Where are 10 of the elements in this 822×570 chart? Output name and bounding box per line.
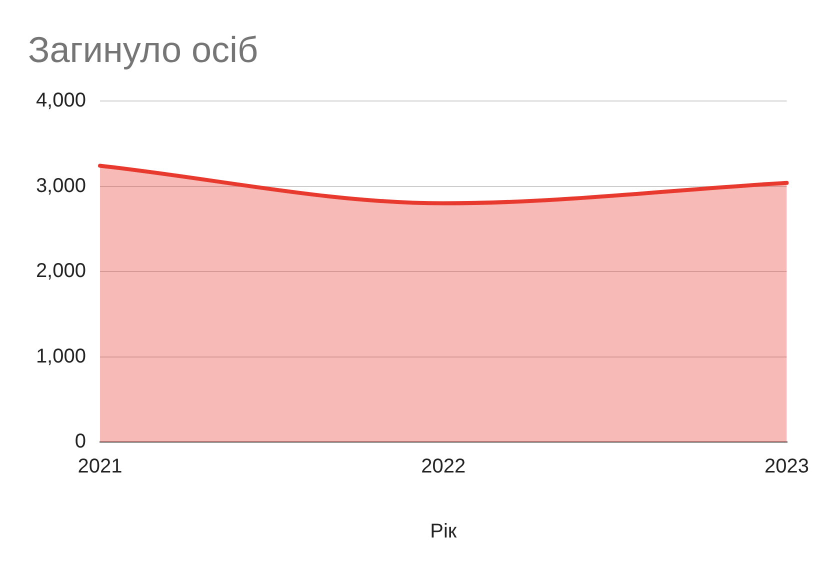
x-tick-label: 2021 [78, 456, 122, 478]
x-tick-label: 2023 [764, 456, 810, 478]
y-tick-label: 0 [74, 430, 86, 453]
y-tick-label: 3,000 [36, 174, 86, 197]
y-tick-label: 2,000 [36, 260, 86, 282]
y-tick-label: 4,000 [36, 90, 86, 112]
chart-title: Загинуло осіб [28, 29, 258, 70]
x-axis-title: Рік [430, 520, 457, 543]
x-tick-label: 2022 [421, 456, 466, 478]
y-tick-label: 1,000 [36, 345, 86, 368]
